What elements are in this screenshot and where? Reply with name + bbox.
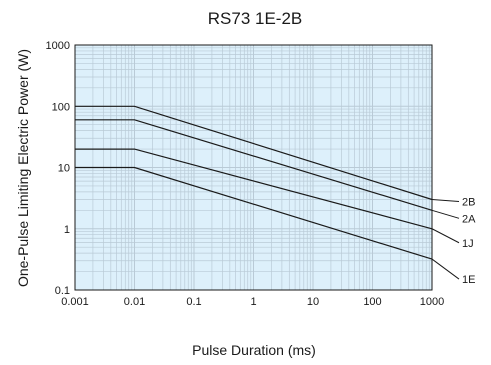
series-label-2b: 2B [462, 197, 475, 209]
x-tick-label: 10 [307, 296, 319, 308]
y-tick-label: 10 [58, 163, 70, 175]
x-tick-label: 0.01 [124, 296, 145, 308]
series-line-1j [75, 148, 433, 230]
chart-title: RS73 1E-2B [208, 9, 303, 28]
x-tick-label: 0.001 [61, 296, 89, 308]
y-tick-label: 100 [52, 101, 70, 113]
series-line-2a [75, 119, 433, 211]
y-tick-label: 1000 [46, 40, 70, 52]
series-leader-1e [431, 258, 460, 280]
series-line-2b [75, 105, 433, 201]
y-axis-title: One-Pulse Limiting Electric Power (W) [15, 49, 31, 287]
series-lines: 2B 2A 1J 1E [75, 105, 476, 286]
series-leader-2b [431, 199, 460, 203]
x-tick-label: 1 [250, 296, 256, 308]
series-line-1e [75, 166, 433, 260]
series-leader-2a [431, 209, 460, 219]
series-label-1j: 1J [462, 238, 474, 250]
y-tick-label: 1 [64, 224, 70, 236]
x-tick-labels: 0.001 0.01 0.1 1 10 100 1000 [61, 296, 444, 308]
y-tick-label: 0.1 [55, 285, 70, 297]
x-tick-label: 1000 [420, 296, 444, 308]
series-label-1e: 1E [462, 274, 475, 286]
x-tick-label: 0.1 [186, 296, 201, 308]
x-tick-label: 100 [363, 296, 381, 308]
x-axis-title: Pulse Duration (ms) [192, 342, 316, 358]
series-leader-1j [431, 228, 460, 244]
series-label-2a: 2A [462, 213, 476, 225]
y-tick-labels: 0.1 1 10 100 1000 [46, 40, 70, 297]
